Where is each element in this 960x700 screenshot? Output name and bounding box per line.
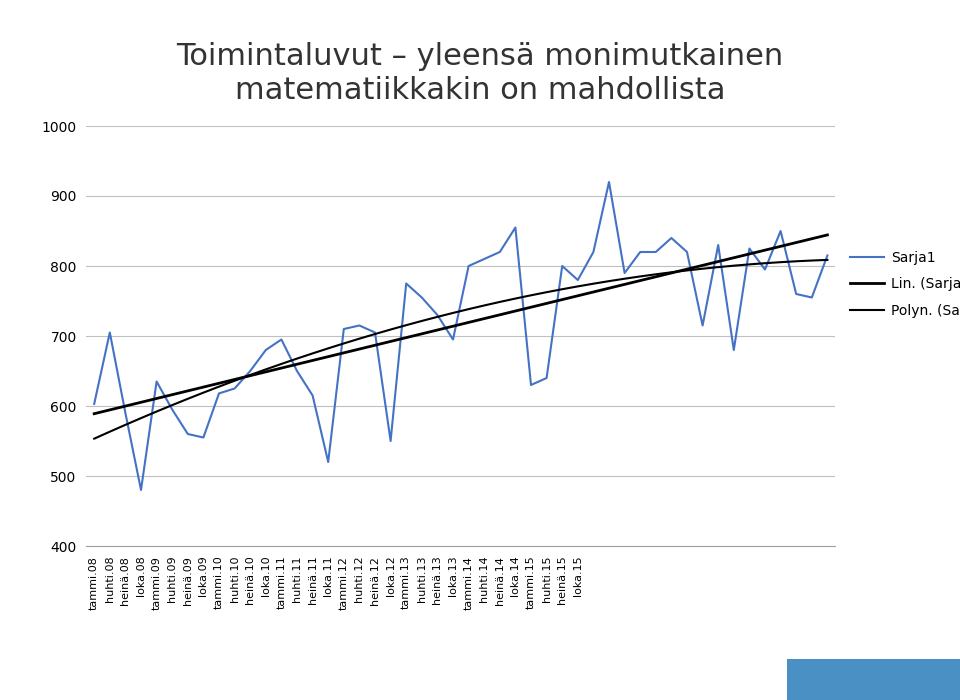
Text: 7    23.3.2015: 7 23.3.2015: [19, 673, 107, 686]
Text: Toimintaluvut – yleensä monimutkainen
matematiikkakin on mahdollista: Toimintaluvut – yleensä monimutkainen ma…: [177, 42, 783, 104]
Text: Pirkanmaan sairaanhoitopiiri – Esittäjän nimi: Pirkanmaan sairaanhoitopiiri – Esittäjän…: [341, 673, 619, 686]
Bar: [787, 659, 960, 700]
Legend: Sarja1, Lin. (Sarja1), Polyn. (Sarja1): Sarja1, Lin. (Sarja1), Polyn. (Sarja1): [850, 251, 960, 318]
